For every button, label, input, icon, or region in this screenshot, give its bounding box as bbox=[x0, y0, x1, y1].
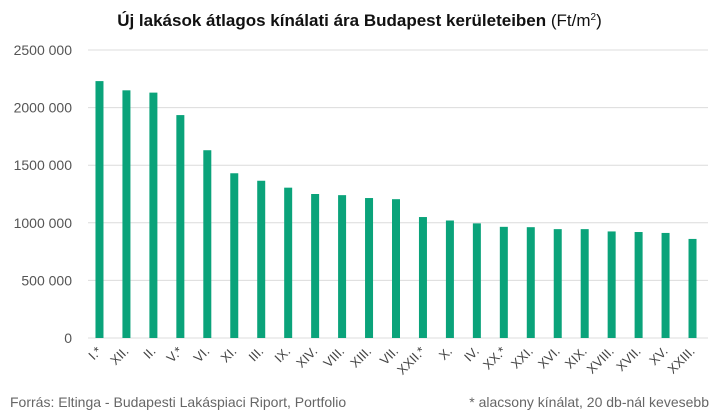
bar bbox=[661, 232, 670, 338]
y-tick-label: 500 000 bbox=[21, 272, 72, 288]
bar bbox=[257, 180, 266, 338]
bar bbox=[526, 227, 535, 338]
bar bbox=[634, 232, 643, 338]
x-tick-label: VIII. bbox=[320, 344, 347, 371]
x-tick-label: XVIII. bbox=[584, 344, 617, 377]
x-tick-label: XII. bbox=[107, 344, 131, 368]
source-note: Forrás: Eltinga - Budapesti Lakáspiaci R… bbox=[10, 394, 347, 410]
x-tick-label: XX.* bbox=[480, 344, 509, 373]
bar bbox=[472, 223, 481, 338]
bar bbox=[445, 220, 454, 338]
bar bbox=[499, 226, 508, 338]
y-tick-label: 2000 000 bbox=[14, 100, 73, 116]
bar bbox=[338, 195, 347, 338]
x-tick-label: XIV. bbox=[293, 344, 320, 371]
chart-title-unit-close: ) bbox=[596, 11, 602, 30]
x-tick-label: III. bbox=[246, 344, 267, 365]
bar bbox=[284, 187, 293, 338]
chart-title: Új lakások átlagos kínálati ára Budapest… bbox=[0, 10, 719, 32]
y-tick-label: 1500 000 bbox=[14, 157, 73, 173]
x-tick-label: XI. bbox=[218, 344, 240, 366]
chart-title-unit: (Ft/m2) bbox=[551, 11, 602, 30]
x-tick-label: XXI. bbox=[508, 344, 536, 372]
x-tick-label: V.* bbox=[163, 344, 185, 366]
bar bbox=[553, 229, 562, 338]
footnote: * alacsony kínálat, 20 db-nál kevesebb bbox=[469, 394, 709, 410]
x-tick-label: XXIII. bbox=[665, 344, 698, 377]
x-tick-label: I.* bbox=[85, 344, 104, 363]
bar bbox=[311, 194, 320, 338]
y-tick-label: 1000 000 bbox=[14, 215, 73, 231]
bar bbox=[418, 217, 427, 338]
chart-title-unit-open: (Ft/m bbox=[550, 11, 591, 30]
x-tick-label: XXII.* bbox=[394, 344, 428, 378]
bar bbox=[580, 229, 589, 338]
y-tick-label: 0 bbox=[64, 330, 72, 346]
bar bbox=[95, 81, 104, 338]
bar bbox=[365, 198, 374, 338]
bar-chart: 0 500 000 1000 000 1500 000 2000 000 2500 000… bbox=[14, 42, 708, 378]
x-tick-label: X. bbox=[436, 344, 455, 363]
chart-title-unit-sup: 2 bbox=[590, 12, 597, 23]
x-tick-label: XIII. bbox=[347, 344, 374, 371]
x-tick-label: XVII. bbox=[613, 344, 644, 375]
x-tick-label: VI. bbox=[191, 344, 213, 366]
bar bbox=[122, 90, 131, 338]
bar bbox=[688, 238, 697, 338]
bar bbox=[607, 231, 616, 338]
x-tick-label: XVI. bbox=[535, 344, 563, 372]
x-tick-label: IV. bbox=[461, 344, 482, 365]
bar bbox=[149, 92, 158, 339]
bar bbox=[392, 199, 400, 338]
x-tick-label: II. bbox=[140, 344, 158, 362]
bar bbox=[230, 173, 239, 338]
chart-title-main: Új lakások átlagos kínálati ára Budapest… bbox=[117, 11, 547, 30]
bar bbox=[176, 115, 185, 338]
bar bbox=[203, 150, 212, 338]
y-tick-label: 2500 000 bbox=[14, 42, 73, 58]
x-tick-label: IX. bbox=[271, 344, 293, 366]
